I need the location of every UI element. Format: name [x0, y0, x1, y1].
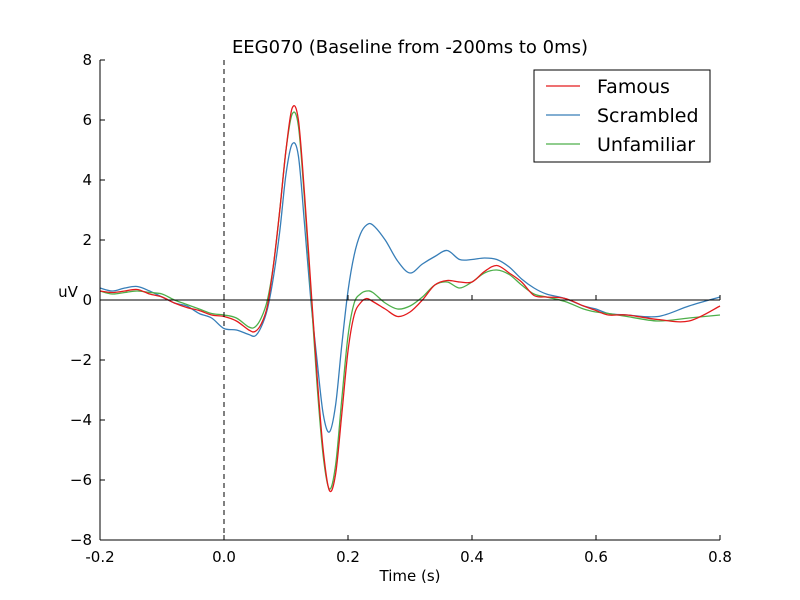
y-tick-label: −4: [70, 411, 92, 429]
y-tick-label: 2: [82, 231, 92, 249]
y-tick-label: −6: [70, 471, 92, 489]
x-tick-label: 0.2: [336, 548, 360, 566]
chart-title: EEG070 (Baseline from -200ms to 0ms): [232, 37, 588, 58]
legend-label-famous: Famous: [597, 76, 670, 98]
series-line-famous: [99, 105, 721, 493]
legend: Famous Scrambled Unfamiliar: [533, 69, 711, 163]
legend-box: [533, 69, 711, 163]
y-tick-label: 0: [82, 291, 92, 309]
x-tick-label: 0.0: [212, 548, 236, 566]
y-tick-label: −8: [70, 531, 92, 549]
ticks-layer: −8 −6 −4 −2 0 2 4 6 8 -0.2 0.0 0.2 0.4 0.6 0.8: [70, 51, 732, 566]
y-tick-label: −2: [70, 351, 92, 369]
x-tick-label: 0.8: [708, 548, 732, 566]
series-line-unfamiliar: [99, 111, 721, 490]
x-axis-label: Time (s): [379, 567, 441, 585]
x-tick-label: -0.2: [85, 548, 114, 566]
y-tick-label: 6: [82, 111, 92, 129]
y-axis-label: uV: [58, 283, 79, 301]
series-layer: [99, 105, 721, 493]
x-tick-label: 0.6: [584, 548, 608, 566]
series-line-scrambled: [99, 142, 721, 433]
y-tick-label: 8: [82, 51, 92, 69]
x-tick-label: 0.4: [460, 548, 484, 566]
legend-label-unfamiliar: Unfamiliar: [597, 134, 695, 156]
legend-label-scrambled: Scrambled: [597, 105, 699, 127]
y-tick-label: 4: [82, 171, 92, 189]
